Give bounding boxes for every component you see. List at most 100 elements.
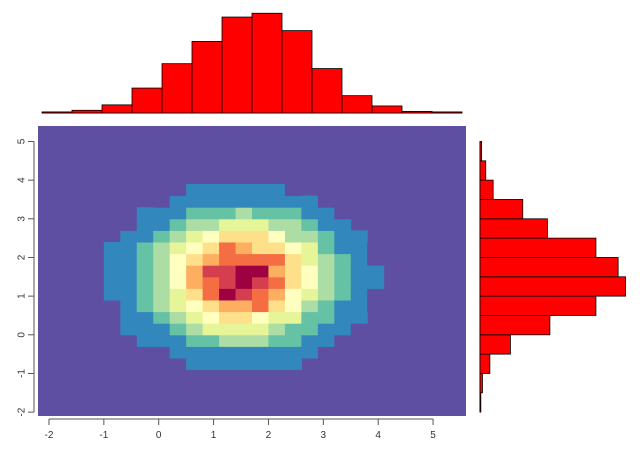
heatmap-cell-62 — [186, 311, 204, 324]
heatmap-cell-109 — [235, 334, 253, 347]
right-histogram-bar-10 — [479, 199, 524, 220]
heatmap-cell-8 — [120, 300, 138, 313]
heatmap-cell-14 — [120, 230, 138, 243]
right-histogram-bar-13 — [479, 141, 483, 162]
heatmap-cell-184 — [301, 195, 319, 208]
heatmap-cell-88 — [202, 195, 220, 208]
heatmap-cell-160 — [284, 300, 302, 313]
heatmap-cell-63 — [186, 300, 204, 313]
heatmap-cell-131 — [252, 265, 269, 278]
heatmap-cell-41 — [153, 195, 171, 208]
heatmap-cell-110 — [235, 323, 253, 336]
heatmap-cell-16 — [136, 334, 154, 347]
heatmap-cell-31 — [153, 311, 171, 324]
heatmap-cell-212 — [350, 311, 368, 324]
heatmap-cell-211 — [350, 323, 368, 336]
heatmap-cell-117 — [235, 242, 253, 255]
top-histogram-bar-7 — [251, 12, 283, 114]
heatmap-cell-202 — [334, 300, 352, 313]
heatmap-cell-197 — [317, 207, 335, 220]
heatmap-cell-4 — [103, 253, 121, 266]
heatmap-cell-216 — [350, 265, 368, 278]
heatmap-cell-97 — [219, 276, 237, 289]
heatmap-cell-112 — [235, 300, 253, 313]
y-tick-label: 2 — [17, 254, 28, 260]
heatmap-cell-101 — [219, 230, 237, 243]
heatmap-cell-144 — [268, 300, 286, 313]
heatmap-cell-181 — [301, 230, 319, 243]
heatmap-cell-58 — [186, 358, 204, 371]
heatmap-cell-13 — [120, 242, 138, 255]
heatmap-cell-126 — [252, 323, 269, 336]
heatmap-cell-91 — [219, 346, 237, 359]
heatmap-cell-120 — [235, 207, 253, 220]
heatmap-cell-138 — [252, 184, 269, 197]
heatmap-cell-162 — [284, 276, 302, 289]
heatmap-cell-45 — [169, 323, 187, 336]
heatmap-cell-69 — [186, 230, 204, 243]
heatmap-cell-82 — [202, 265, 220, 278]
heatmap-cell-28 — [153, 346, 171, 359]
heatmap-cell-168 — [284, 207, 302, 220]
heatmap-cell-164 — [284, 253, 302, 266]
heatmap-cell-100 — [219, 242, 237, 255]
right-histogram-bar-4 — [479, 315, 551, 336]
heatmap-cell-136 — [252, 207, 269, 220]
heatmap-cell-118 — [235, 230, 253, 243]
heatmap-cell-199 — [334, 334, 352, 347]
heatmap-cell-140 — [268, 346, 286, 359]
heatmap-cell-106 — [235, 369, 253, 382]
heatmap-cell-75 — [202, 346, 220, 359]
right-histogram-bar-5 — [479, 295, 597, 316]
heatmap-cell-157 — [284, 334, 302, 347]
right-histogram-bar-8 — [479, 237, 597, 258]
x-tick-label: -2 — [45, 430, 54, 441]
heatmap-cell-189 — [317, 300, 335, 313]
heatmap-cell-17 — [136, 323, 154, 336]
heatmap-cell-21 — [136, 276, 154, 289]
heatmap-cell-135 — [252, 218, 269, 231]
heatmap-cell-39 — [153, 218, 171, 231]
heatmap-cell-177 — [301, 276, 319, 289]
heatmap-cell-150 — [268, 230, 286, 243]
heatmap-cell-215 — [350, 276, 368, 289]
heatmap-cell-52 — [169, 242, 187, 255]
heatmap-cell-217 — [350, 253, 368, 266]
heatmap-cell-93 — [219, 323, 237, 336]
x-tick-label: -1 — [99, 430, 108, 441]
heatmap-cell-222 — [367, 276, 385, 289]
heatmap-cell-102 — [219, 218, 237, 231]
heatmap-cell-200 — [334, 323, 352, 336]
heatmap-cell-72 — [186, 195, 204, 208]
top-histogram-bar-10 — [341, 95, 373, 114]
heatmap-cell-22 — [136, 265, 154, 278]
heatmap-cell-194 — [317, 242, 335, 255]
heatmap-cell-196 — [317, 218, 335, 231]
heatmap-cell-137 — [252, 195, 269, 208]
heatmap-cell-55 — [169, 207, 187, 220]
heatmap-cell-141 — [268, 334, 286, 347]
top-histogram-bar-2 — [101, 104, 133, 114]
heatmap-cell-139 — [268, 358, 286, 371]
y-tick-label: 4 — [17, 177, 28, 183]
top-histogram-bar-0 — [41, 111, 73, 114]
heatmap-cell-87 — [202, 207, 220, 220]
top-histogram-bar-6 — [221, 16, 253, 114]
heatmap-cell-201 — [334, 311, 352, 324]
heatmap-cell-143 — [268, 311, 286, 324]
top-histogram-bar-5 — [191, 41, 223, 114]
heatmap-cell-94 — [219, 311, 237, 324]
heatmap-cell-108 — [235, 346, 253, 359]
y-tick-label: 1 — [17, 293, 28, 299]
right-histogram — [479, 141, 626, 413]
heatmap-cell-71 — [186, 207, 204, 220]
top-histogram-bar-9 — [311, 68, 343, 114]
heatmap-cell-40 — [153, 207, 171, 220]
heatmap-cell-54 — [169, 218, 187, 231]
heatmap-cell-95 — [219, 300, 237, 313]
heatmap-cell-208 — [334, 230, 352, 243]
heatmap-cell-42 — [169, 358, 187, 371]
top-histogram-bar-8 — [281, 30, 313, 114]
heatmap-cell-23 — [136, 253, 154, 266]
